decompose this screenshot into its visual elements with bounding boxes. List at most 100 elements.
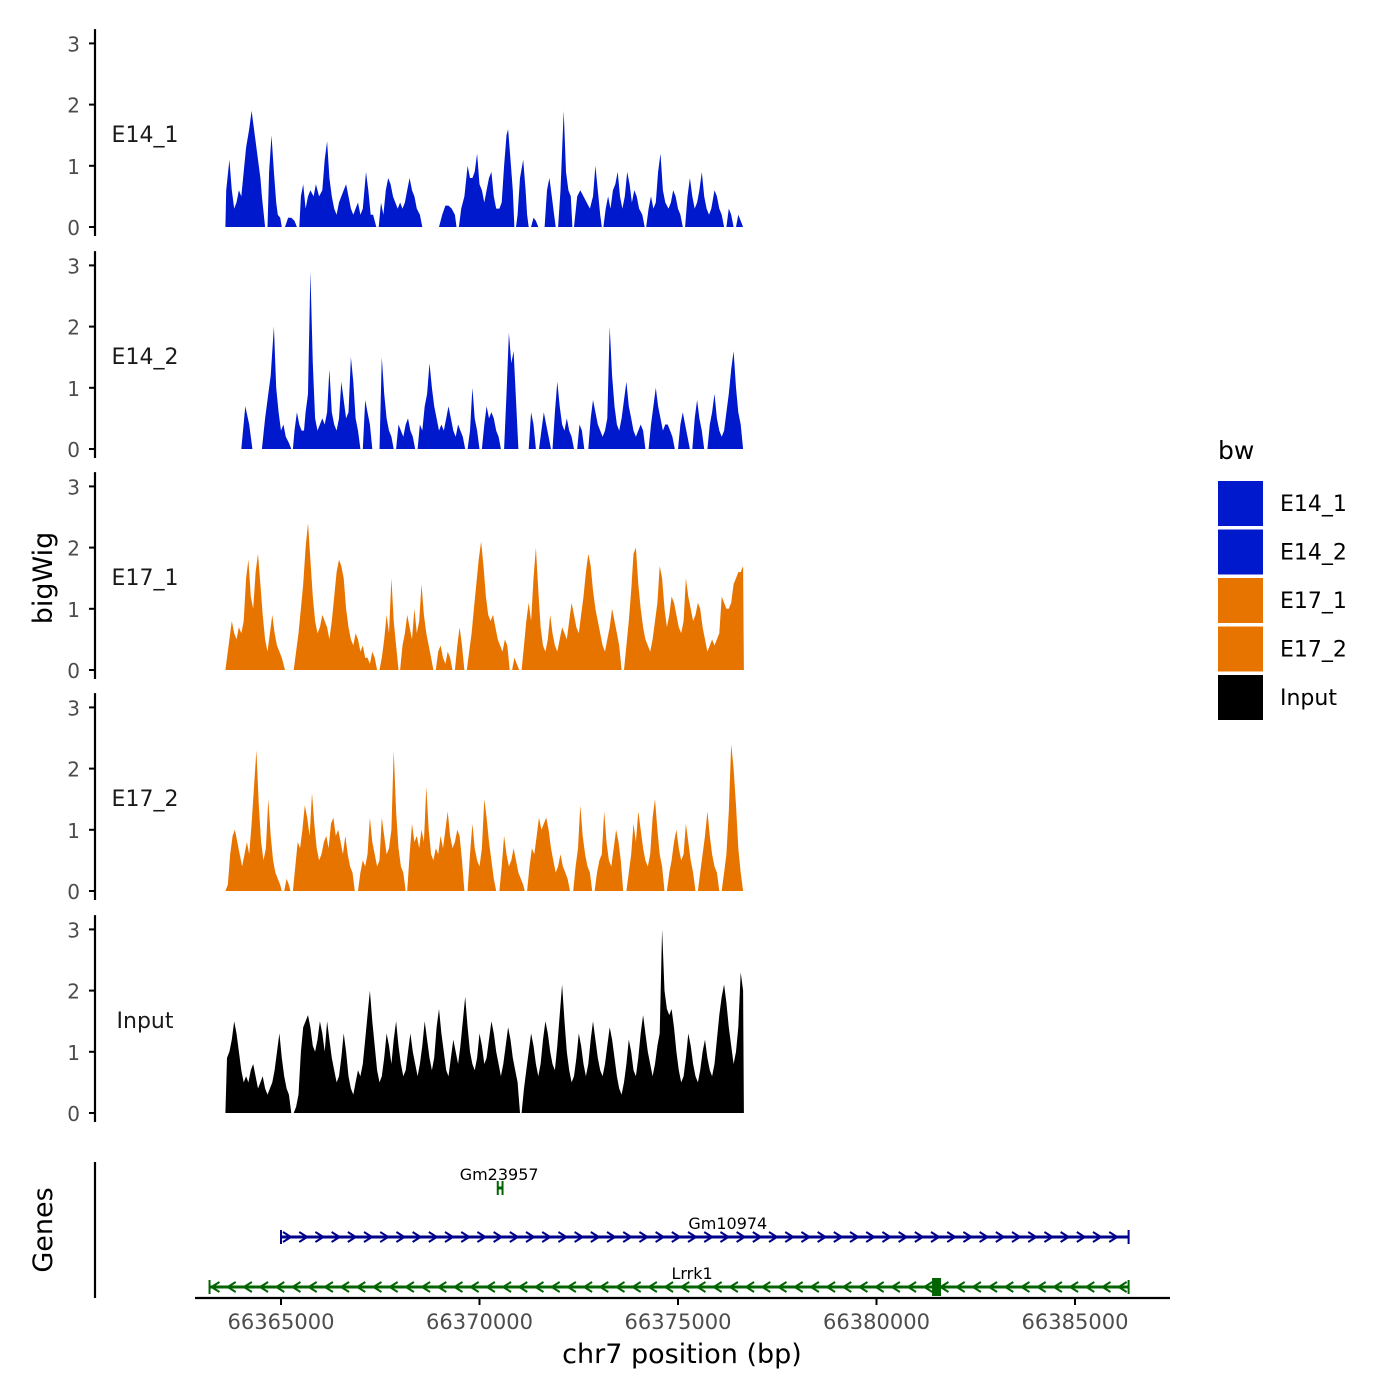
track-E14_2: 0 1 2 3 E14_2 — [67, 251, 744, 462]
strand-chevron — [647, 1281, 658, 1293]
legend-swatch — [1218, 675, 1263, 720]
track-E17_1: 0 1 2 3 E17_1 — [67, 472, 744, 683]
y-axis-title: bigWig — [28, 532, 59, 625]
x-axis: 66365000 66370000 66375000 66380000 66385000 — [195, 1296, 1170, 1334]
y-tick-label: 1 — [67, 598, 80, 622]
strand-chevron — [1060, 1231, 1071, 1243]
x-tick-label: 66375000 — [625, 1310, 732, 1334]
track-label: Input — [117, 1009, 174, 1034]
strand-chevron — [679, 1281, 690, 1293]
strand-chevron — [509, 1231, 520, 1243]
strand-chevron — [282, 1231, 293, 1243]
strand-chevron — [574, 1231, 585, 1243]
x-axis-title: chr7 position (bp) — [562, 1339, 802, 1370]
track-label: E14_2 — [112, 345, 179, 370]
strand-chevron — [987, 1281, 998, 1293]
strand-chevron — [404, 1281, 415, 1293]
y-tick-label: 0 — [67, 659, 80, 683]
strand-chevron — [468, 1281, 480, 1293]
strand-chevron — [1116, 1281, 1128, 1293]
strand-chevron — [209, 1281, 221, 1293]
legend-swatch — [1218, 481, 1263, 526]
y-tick-label: 0 — [67, 216, 80, 240]
legend-swatch — [1218, 529, 1263, 575]
strand-chevron — [922, 1281, 933, 1293]
strand-chevron — [274, 1281, 285, 1293]
strand-chevron — [971, 1281, 982, 1293]
strand-chevron — [444, 1231, 455, 1243]
strand-chevron — [493, 1231, 504, 1243]
strand-chevron — [849, 1231, 860, 1243]
strand-chevron — [995, 1231, 1006, 1243]
strand-chevron — [347, 1231, 358, 1243]
strand-chevron — [420, 1281, 431, 1293]
strand-chevron — [817, 1231, 828, 1243]
strand-chevron — [501, 1281, 512, 1293]
gene-label: Gm23957 — [460, 1165, 539, 1184]
strand-chevron — [630, 1281, 642, 1293]
strand-chevron — [695, 1281, 707, 1293]
strand-chevron — [881, 1231, 893, 1243]
legend-swatch — [1218, 626, 1263, 672]
y-tick-label: 1 — [67, 377, 80, 401]
y-tick-label: 3 — [67, 254, 80, 278]
strand-chevron — [541, 1231, 553, 1243]
strand-chevron — [298, 1231, 310, 1243]
strand-chevron — [906, 1281, 917, 1293]
x-tick-label: 66385000 — [1022, 1310, 1129, 1334]
strand-chevron — [809, 1281, 820, 1293]
legend-label: E14_2 — [1280, 541, 1347, 566]
strand-chevron — [962, 1231, 974, 1243]
strand-chevron — [638, 1231, 650, 1243]
y-tick-label: 1 — [67, 819, 80, 843]
strand-chevron — [784, 1231, 796, 1243]
strand-chevron — [606, 1231, 617, 1243]
legend-title: bw — [1218, 436, 1254, 465]
strand-chevron — [898, 1231, 909, 1243]
genes-axis-title: Genes — [28, 1187, 59, 1272]
coverage-area-E17_1 — [225, 523, 744, 670]
strand-chevron — [428, 1231, 439, 1243]
strand-chevron — [752, 1231, 763, 1243]
strand-chevron — [355, 1281, 366, 1293]
strand-chevron — [395, 1231, 407, 1243]
strand-chevron — [566, 1281, 577, 1293]
strand-chevron — [436, 1281, 447, 1293]
exon-block — [932, 1278, 942, 1296]
strand-chevron — [776, 1281, 788, 1293]
strand-chevron — [622, 1231, 634, 1243]
strand-chevron — [873, 1281, 885, 1293]
strand-chevron — [792, 1281, 804, 1293]
strand-chevron — [914, 1231, 925, 1243]
strand-chevron — [736, 1231, 747, 1243]
strand-chevron — [1043, 1231, 1055, 1243]
x-tick-label: 66370000 — [426, 1310, 533, 1334]
track-E17_2: 0 1 2 3 E17_2 — [67, 693, 744, 904]
coverage-area-E14_2 — [241, 271, 744, 449]
y-tick-label: 2 — [67, 980, 80, 1004]
strand-chevron — [525, 1231, 536, 1243]
genes-panel: Gm23957 Gm10974 Lrrk1 — [93, 1162, 1130, 1298]
y-tick-label: 2 — [67, 94, 80, 118]
y-tick-label: 2 — [67, 758, 80, 782]
strand-chevron — [825, 1281, 836, 1293]
strand-chevron — [225, 1281, 237, 1293]
strand-chevron — [460, 1231, 472, 1243]
strand-chevron — [387, 1281, 399, 1293]
strand-chevron — [363, 1231, 374, 1243]
strand-chevron — [1108, 1231, 1120, 1243]
y-tick-label: 3 — [67, 475, 80, 499]
strand-chevron — [671, 1231, 682, 1243]
track-label: E14_1 — [112, 123, 179, 148]
strand-chevron — [890, 1281, 901, 1293]
strand-chevron — [800, 1231, 812, 1243]
strand-chevron — [452, 1281, 464, 1293]
strand-chevron — [557, 1231, 569, 1243]
strand-chevron — [865, 1231, 877, 1243]
strand-chevron — [663, 1281, 674, 1293]
strand-chevron — [1076, 1231, 1087, 1243]
strand-chevron — [306, 1281, 318, 1293]
strand-chevron — [598, 1281, 609, 1293]
y-tick-label: 3 — [67, 696, 80, 720]
